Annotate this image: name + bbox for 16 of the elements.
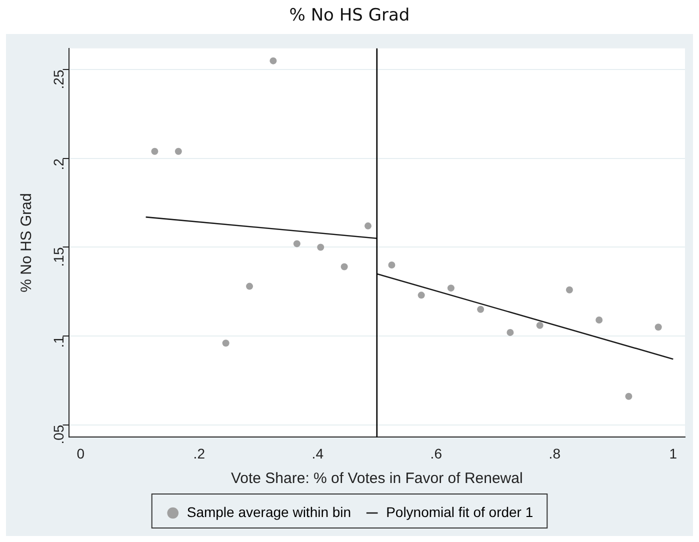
x-tick-label: 1 bbox=[669, 445, 678, 462]
y-tick-label: .05 bbox=[50, 424, 67, 444]
y-tick-label: .1 bbox=[50, 336, 67, 348]
x-tick-label: .4 bbox=[312, 445, 324, 462]
x-tick-label: .2 bbox=[193, 445, 206, 462]
y-tick-label: .2 bbox=[50, 158, 67, 170]
x-tick-label: .6 bbox=[430, 445, 442, 462]
x-axis-title: Vote Share: % of Votes in Favor of Renewal bbox=[230, 470, 523, 488]
y-axis-title: % No HS Grad bbox=[18, 193, 36, 292]
y-tick-label: .15 bbox=[50, 247, 67, 267]
legend-label: Polynomial fit of order 1 bbox=[386, 504, 534, 520]
chart-title: % No HS Grad bbox=[289, 6, 410, 26]
legend-label: Sample average within bin bbox=[186, 504, 352, 520]
x-tick-label: .8 bbox=[548, 445, 561, 462]
x-tick-label: 0 bbox=[76, 445, 85, 462]
y-tick-label: .25 bbox=[50, 69, 67, 90]
